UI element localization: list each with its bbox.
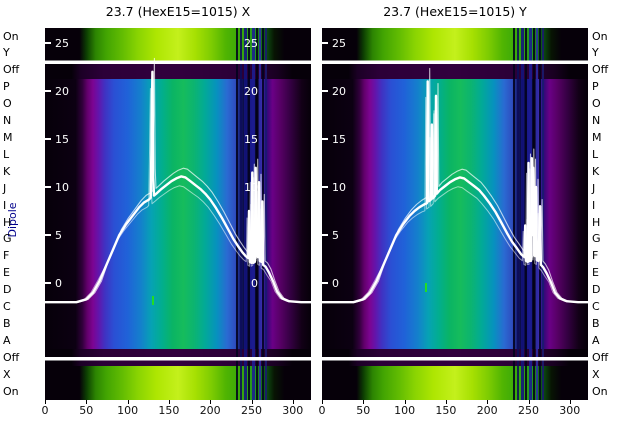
overlay-tick-label: 0 <box>55 277 62 290</box>
beam-profile-line <box>45 57 311 304</box>
row-label: L <box>592 147 599 161</box>
row-label: E <box>3 266 10 280</box>
heatmap-image: 25 25 20 20 15 15 10 10 5 5 0 0 <box>45 28 311 400</box>
x-tick-mark <box>528 400 530 404</box>
row-label: A <box>592 333 600 347</box>
x-tick-label: 0 <box>318 404 326 417</box>
x-tick-label: 150 <box>158 404 180 417</box>
x-tick-mark <box>445 400 447 404</box>
overlay-tick-label: 20 <box>55 85 69 98</box>
row-label: P <box>3 80 10 94</box>
x-tick-label: 0 <box>41 404 49 417</box>
row-label: On <box>3 384 19 398</box>
x-tick-mark <box>251 400 253 404</box>
overlay-tick-label-right: 0 <box>251 277 258 290</box>
row-label: B <box>3 316 11 330</box>
row-label: Y <box>3 46 10 60</box>
x-tick-mark <box>86 400 88 404</box>
heatmap-panel-x: 25 25 20 20 15 15 10 10 5 5 0 0 <box>45 28 311 400</box>
x-tick-label: 150 <box>435 404 457 417</box>
row-label: I <box>592 198 596 212</box>
row-label: Off <box>3 63 20 77</box>
row-label: G <box>592 232 601 246</box>
x-tick-label: 250 <box>241 404 262 417</box>
overlay-tick-label: 15 <box>332 133 346 146</box>
beam-profile-line <box>322 67 588 304</box>
row-label: O <box>592 97 601 111</box>
row-label: J <box>592 181 596 195</box>
x-tick-label: 300 <box>559 404 581 417</box>
x-tick-label: 250 <box>518 404 539 417</box>
row-label: On <box>592 29 608 43</box>
row-label: H <box>592 215 601 229</box>
x-tick-label: 200 <box>199 404 221 417</box>
row-label: M <box>3 130 13 144</box>
row-label: O <box>3 97 12 111</box>
row-label: Off <box>3 350 20 364</box>
overlay-tick-label-right: 20 <box>244 85 258 98</box>
overlay-tick-label-right: 15 <box>244 133 258 146</box>
row-label: N <box>592 114 601 127</box>
x-tick-mark <box>487 400 489 404</box>
x-tick-label: 100 <box>394 404 416 417</box>
row-label: On <box>592 384 608 398</box>
row-label: D <box>592 283 601 297</box>
x-tick-mark <box>210 400 212 404</box>
row-label: I <box>3 198 7 212</box>
x-tick-mark <box>45 400 46 404</box>
overlay-tick-label-right: 5 <box>251 229 258 242</box>
row-label: H <box>3 215 12 229</box>
row-label: F <box>592 249 599 263</box>
row-label: B <box>592 316 600 330</box>
row-label: M <box>592 130 602 144</box>
row-label: Off <box>592 350 609 364</box>
overlay-tick-label: 25 <box>55 37 69 50</box>
row-label: On <box>3 29 19 43</box>
row-label: Off <box>592 63 609 77</box>
row-label: C <box>3 300 11 313</box>
right-plot-title: 23.7 (HexE15=1015) Y <box>383 4 527 19</box>
row-label: G <box>3 232 12 246</box>
row-label: D <box>3 283 12 297</box>
x-tick-label: 50 <box>356 404 371 417</box>
heatmap-image: 25 20 15 10 5 0 <box>322 28 588 400</box>
overlay-tick-label: 15 <box>55 133 69 146</box>
row-label: C <box>592 300 600 313</box>
overlay-tick-label: 5 <box>332 229 339 242</box>
heatmap-panel-y: 25 20 15 10 5 0 <box>322 28 588 400</box>
row-label: F <box>3 249 10 263</box>
x-tick-label: 200 <box>476 404 498 417</box>
row-label: J <box>3 181 7 195</box>
x-tick-mark <box>322 400 323 404</box>
overlay-tick-label: 5 <box>55 229 62 242</box>
overlay-tick-label: 20 <box>332 85 346 98</box>
row-label: K <box>3 164 11 178</box>
overlay-tick-label: 25 <box>332 37 346 50</box>
left-plot-title: 23.7 (HexE15=1015) X <box>105 4 251 19</box>
x-tick-mark <box>292 400 294 404</box>
overlay-tick-label: 10 <box>332 181 346 194</box>
x-tick-label: 300 <box>282 404 304 417</box>
row-label: Y <box>592 46 599 60</box>
row-label: X <box>3 367 11 381</box>
row-label: N <box>3 114 12 127</box>
overlay-tick-label: 10 <box>55 181 69 194</box>
row-label: K <box>592 164 600 178</box>
row-label: E <box>592 266 599 280</box>
row-label: X <box>592 367 600 381</box>
x-tick-mark <box>168 400 170 404</box>
overlay-tick-label-right: 10 <box>244 181 258 194</box>
overlay-tick-label-right: 25 <box>244 37 258 50</box>
row-label: A <box>3 333 11 347</box>
x-tick-mark <box>363 400 365 404</box>
x-tick-mark <box>569 400 571 404</box>
x-tick-mark <box>127 400 129 404</box>
overlay-tick-label: 0 <box>332 277 339 290</box>
x-tick-label: 100 <box>117 404 139 417</box>
row-label: P <box>592 80 599 94</box>
row-label: L <box>3 147 10 161</box>
x-tick-mark <box>404 400 406 404</box>
x-tick-label: 50 <box>79 404 94 417</box>
